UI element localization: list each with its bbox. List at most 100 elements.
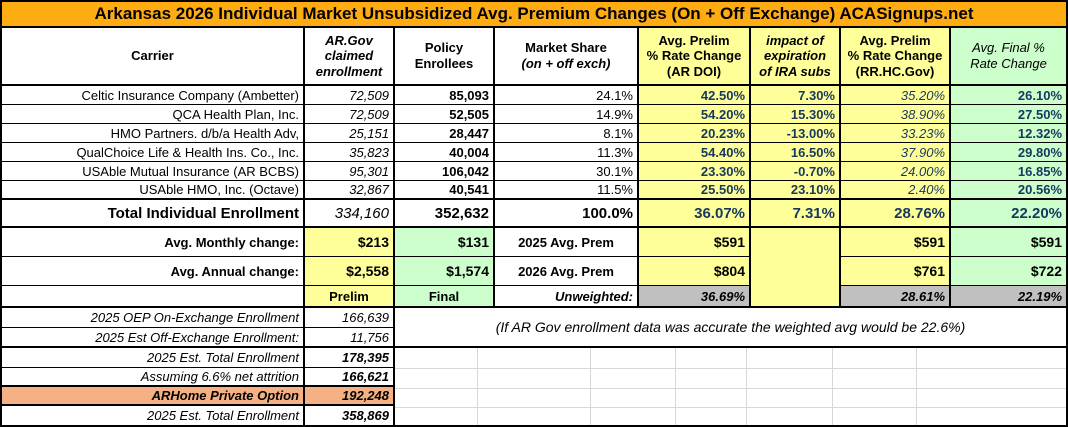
prelim-rr-cell: 35.20% [841, 86, 951, 105]
market-share-cell: 30.1% [495, 162, 639, 181]
bottom-row-label: Assuming 6.6% net attrition [2, 368, 305, 387]
arhome-private-option-value: 192,248 [305, 387, 395, 406]
summary-empty-cell [2, 286, 305, 308]
monthly-change-label: Avg. Monthly change: [2, 228, 305, 257]
bottom-row-value: 358,869 [305, 406, 395, 425]
weighted-avg-note: (If AR Gov enrollment data was accurate … [395, 308, 1066, 348]
prelim-doi-cell: 54.40% [639, 143, 751, 162]
ira-impact-cell: -13.00% [751, 124, 841, 143]
market-share-cell: 24.1% [495, 86, 639, 105]
total-final-rate-cell: 22.20% [951, 200, 1066, 228]
avg-prem-2025-rr: $591 [841, 228, 951, 257]
final-rate-cell: 27.50% [951, 105, 1066, 124]
prelim-doi-cell: 23.30% [639, 162, 751, 181]
col-header-argov-enrollment: AR.Gov claimed enrollment [305, 28, 395, 86]
monthly-final-amount: $131 [395, 228, 495, 257]
header-line: impact of [766, 32, 824, 48]
col-header-market-share: Market Share (on + off exch) [495, 28, 639, 86]
bottom-row-value: 166,639 [305, 308, 395, 328]
unweighted-final-cell: 22.19% [951, 286, 1066, 308]
carrier-name-cell: HMO Partners. d/b/a Health Adv, [2, 124, 305, 143]
carrier-name-cell: QualChoice Life & Health Ins. Co., Inc. [2, 143, 305, 162]
unweighted-doi-cell: 36.69% [639, 286, 751, 308]
bottom-row-value: 178,395 [305, 348, 395, 368]
avg-prem-2026-final: $722 [951, 257, 1066, 286]
annual-final-amount: $1,574 [395, 257, 495, 286]
market-share-cell: 11.5% [495, 181, 639, 200]
empty-spreadsheet-cells [395, 348, 1066, 425]
col-header-prelim-rr-hc-gov: Avg. Prelim % Rate Change (RR.HC.Gov) [841, 28, 951, 86]
col-header-final-rate-change: Avg. Final % Rate Change [951, 28, 1066, 86]
market-share-cell: 14.9% [495, 105, 639, 124]
avg-prem-2026-doi: $804 [639, 257, 751, 286]
header-line: Rate Change [970, 56, 1047, 71]
header-line: (AR DOI) [666, 63, 722, 79]
bottom-row-label: 2025 OEP On-Exchange Enrollment [2, 308, 305, 328]
ira-impact-cell: -0.70% [751, 162, 841, 181]
total-prelim-doi-cell: 36.07% [639, 200, 751, 228]
total-argov-cell: 334,160 [305, 200, 395, 228]
avg-prem-2025-doi: $591 [639, 228, 751, 257]
bottom-row-label: 2025 Est. Total Enrollment [2, 406, 305, 425]
argov-enrollment-cell: 35,823 [305, 143, 395, 162]
argov-enrollment-cell: 72,509 [305, 105, 395, 124]
monthly-prelim-amount: $213 [305, 228, 395, 257]
prelim-doi-cell: 25.50% [639, 181, 751, 200]
header-line: AR.Gov [325, 32, 373, 48]
header-line: % Rate Change [646, 48, 742, 64]
bottom-row-value: 166,621 [305, 368, 395, 387]
argov-enrollment-cell: 95,301 [305, 162, 395, 181]
ira-impact-cell: 16.50% [751, 143, 841, 162]
ira-impact-empty-block [751, 228, 841, 308]
header-line: Policy [424, 40, 464, 56]
col-header-policy-enrollees: Policy Enrollees [395, 28, 495, 86]
final-column-tag: Final [395, 286, 495, 308]
carrier-name-cell: USAble Mutual Insurance (AR BCBS) [2, 162, 305, 181]
prelim-rr-cell: 2.40% [841, 181, 951, 200]
header-line: Enrollees [414, 56, 474, 71]
policy-enrollees-cell: 52,505 [395, 105, 495, 124]
header-line: (on + off exch) [521, 56, 611, 71]
avg-prem-2025-final: $591 [951, 228, 1066, 257]
policy-enrollees-cell: 40,004 [395, 143, 495, 162]
policy-enrollees-cell: 28,447 [395, 124, 495, 143]
prelim-rr-cell: 37.90% [841, 143, 951, 162]
ira-impact-cell: 15.30% [751, 105, 841, 124]
header-line: claimed [324, 48, 374, 64]
bottom-row-value: 11,756 [305, 328, 395, 348]
carrier-name-cell: QCA Health Plan, Inc. [2, 105, 305, 124]
total-enrollees-cell: 352,632 [395, 200, 495, 228]
ira-impact-cell: 23.10% [751, 181, 841, 200]
bottom-row-label: 2025 Est Off-Exchange Enrollment: [2, 328, 305, 348]
policy-enrollees-cell: 40,541 [395, 181, 495, 200]
ira-impact-cell: 7.30% [751, 86, 841, 105]
argov-enrollment-cell: 32,867 [305, 181, 395, 200]
prelim-rr-cell: 24.00% [841, 162, 951, 181]
header-line: enrollment [315, 63, 383, 79]
argov-enrollment-cell: 72,509 [305, 86, 395, 105]
argov-enrollment-cell: 25,151 [305, 124, 395, 143]
prelim-doi-cell: 42.50% [639, 86, 751, 105]
header-line: Avg. Prelim [658, 32, 730, 48]
prelim-doi-cell: 20.23% [639, 124, 751, 143]
arhome-private-option-label: ARHome Private Option [2, 387, 305, 406]
final-rate-cell: 26.10% [951, 86, 1066, 105]
header-line: Avg. Prelim [859, 32, 931, 48]
carrier-name-cell: USAble HMO, Inc. (Octave) [2, 181, 305, 200]
final-rate-cell: 16.85% [951, 162, 1066, 181]
avg-prem-2026-label: 2026 Avg. Prem [495, 257, 639, 286]
policy-enrollees-cell: 106,042 [395, 162, 495, 181]
market-share-cell: 11.3% [495, 143, 639, 162]
annual-change-label: Avg. Annual change: [2, 257, 305, 286]
col-header-carrier-label: Carrier [131, 48, 174, 64]
total-share-cell: 100.0% [495, 200, 639, 228]
prelim-rr-cell: 38.90% [841, 105, 951, 124]
col-header-ira-impact: impact of expiration of IRA subs [751, 28, 841, 86]
avg-prem-2026-rr: $761 [841, 257, 951, 286]
prelim-doi-cell: 54.20% [639, 105, 751, 124]
unweighted-rr-cell: 28.61% [841, 286, 951, 308]
annual-prelim-amount: $2,558 [305, 257, 395, 286]
total-prelim-rr-cell: 28.76% [841, 200, 951, 228]
header-line: of IRA subs [759, 63, 831, 79]
